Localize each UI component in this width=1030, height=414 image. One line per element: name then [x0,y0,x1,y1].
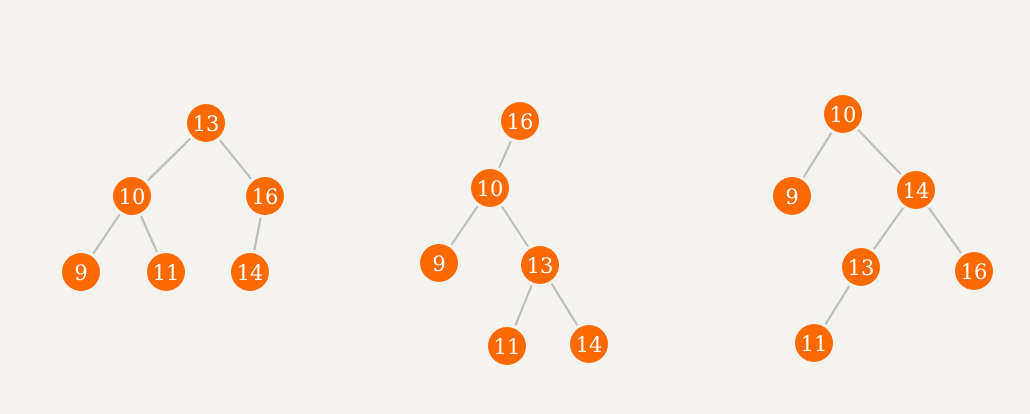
tree-edge [219,139,252,180]
tree-edge [501,206,529,247]
tree-node: 13 [842,248,880,286]
tree-edge [928,207,962,254]
tree-edge [550,283,579,326]
tree-edge [450,205,479,246]
tree-node-label: 11 [153,261,180,285]
tree-node-label: 16 [252,185,279,209]
tree-edge [498,140,512,169]
tree-node-label: 10 [830,103,857,127]
tree-node-label: 9 [432,252,445,276]
tree-node: 16 [501,102,539,140]
tree-node-label: 14 [576,333,603,357]
tree-node-label: 16 [507,110,534,134]
tree-node-circle [187,104,225,142]
tree-node: 9 [420,244,458,282]
tree-node: 11 [795,324,833,362]
tree-node-label: 16 [961,260,988,284]
tree-node-circle [501,102,539,140]
tree-node: 10 [471,169,509,207]
tree-edge [147,138,191,181]
tree-node-circle [420,244,458,282]
tree-node: 16 [955,252,993,290]
tree-node: 11 [488,327,526,365]
tree-node: 10 [824,95,862,133]
tree-node-label: 13 [848,256,875,280]
tree-node-circle [955,252,993,290]
tree-node: 11 [147,253,185,291]
tree-edge [873,207,904,250]
tree-node-label: 10 [119,185,146,209]
tree-node-circle [897,171,935,209]
tree-node-circle [62,253,100,291]
tree-node: 13 [187,104,225,142]
tree-edge [514,285,533,326]
tree-node-circle [488,327,526,365]
tree-node-circle [471,169,509,207]
tree-edge [802,132,833,178]
tree-edge [857,129,902,175]
tree-node: 16 [246,177,284,215]
tree-node-circle [795,324,833,362]
tree-node-circle [113,177,151,215]
tree-node-label: 14 [237,261,264,285]
tree-nodes: 13 10 16 9 11 14 16 10 9 13 11 14 10 9 14 13 16 11 [62,95,993,365]
tree-node-label: 10 [477,177,504,201]
tree-node: 13 [521,246,559,284]
tree-node-circle [842,248,880,286]
tree-node-circle [231,253,269,291]
tree-node-circle [147,253,185,291]
tree-node: 14 [897,171,935,209]
tree-node: 9 [773,177,811,215]
tree-edge [140,215,158,253]
tree-node-circle [824,95,862,133]
tree-node-circle [246,177,284,215]
tree-node-circle [521,246,559,284]
tree-edge [253,217,262,251]
tree-node-label: 13 [527,254,554,278]
tree-node-circle [570,325,608,363]
tree-node: 10 [113,177,151,215]
tree-node-label: 14 [903,179,930,203]
tree-node-label: 9 [785,185,798,209]
tree-node-label: 13 [193,112,220,136]
tree-edge [824,285,851,325]
tree-node-label: 11 [801,332,828,356]
tree-node-label: 9 [74,261,87,285]
tree-edges [92,129,962,326]
tree-edge [92,214,121,254]
tree-node: 14 [570,325,608,363]
tree-node: 9 [62,253,100,291]
tree-node: 14 [231,253,269,291]
tree-node-label: 11 [494,335,521,359]
tree-node-circle [773,177,811,215]
